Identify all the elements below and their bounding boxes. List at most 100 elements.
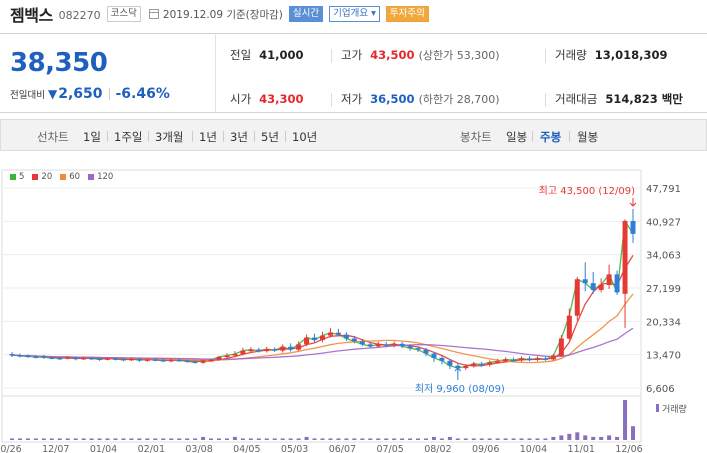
tab-monthly[interactable]: 월봉 <box>577 130 599 144</box>
candle-body <box>479 363 485 366</box>
legend-ma20[interactable]: 20 <box>32 172 52 182</box>
stat-label: 저가 <box>341 92 363 106</box>
stock-code: 082270 <box>58 9 101 22</box>
divider <box>545 93 546 107</box>
volume-bars <box>10 400 635 440</box>
stat-label: 시가 <box>230 92 252 106</box>
ma-line-60 <box>11 293 634 364</box>
x-tick-label: 05/03 <box>281 444 308 453</box>
volume-bar <box>296 438 301 440</box>
candle-body <box>25 355 31 357</box>
candle-body <box>73 357 79 359</box>
candle-body <box>519 358 525 361</box>
volume-bar <box>416 438 421 440</box>
volume-bar <box>424 438 428 440</box>
change-value: 2,650 <box>58 86 103 102</box>
candle-body <box>272 349 278 351</box>
candle-body <box>614 274 620 293</box>
volume-bar <box>304 436 309 440</box>
stock-name: 젬백스 <box>10 6 53 25</box>
candle-body <box>97 358 103 360</box>
volume-bar <box>487 438 492 440</box>
legend-swatch <box>88 174 95 180</box>
candle-body <box>65 357 71 359</box>
volume-bar <box>209 438 214 440</box>
realtime-button[interactable]: 실시간 <box>288 6 324 22</box>
volume-bar <box>543 438 548 440</box>
price-box: 38,350 전일대비 ▼ 2,650 -6.46% <box>0 34 216 112</box>
candle-body <box>335 332 341 335</box>
volume-bar <box>224 438 229 440</box>
volume-bar <box>368 438 373 440</box>
tab-1week[interactable]: 1주일 <box>114 130 143 144</box>
volume-bar <box>129 438 134 440</box>
candle-body <box>447 360 453 366</box>
volume-bar <box>447 436 452 440</box>
tab-10year[interactable]: 10년 <box>292 130 318 144</box>
tab-weekly[interactable]: 주봉 <box>540 130 562 144</box>
tab-5year[interactable]: 5년 <box>261 130 279 144</box>
candle-body <box>622 220 628 294</box>
candle-body <box>630 220 636 234</box>
volume-bar <box>232 436 237 440</box>
volume-bar <box>431 436 436 440</box>
candle-body <box>120 358 126 361</box>
volume-bar <box>73 438 78 440</box>
x-tick-label: 10/04 <box>520 444 547 453</box>
volume-bar <box>41 438 46 440</box>
high-arrow-icon <box>629 198 637 207</box>
candle-body <box>407 346 413 349</box>
stat-low: 저가 36,500 (하한가 28,700) <box>341 91 500 107</box>
price-chart[interactable]: 47,791 40,927 34,063 27,199 20,334 13,470 6,60… <box>0 160 707 453</box>
volume-bar <box>121 438 126 440</box>
divider <box>331 49 332 63</box>
x-tick-label: 11/01 <box>568 444 595 453</box>
volume-bar <box>57 438 62 440</box>
divider <box>285 131 286 142</box>
volume-bar <box>439 438 444 440</box>
legend-ma5[interactable]: 5 <box>10 172 24 182</box>
candle-body <box>343 334 349 339</box>
stat-prev-close: 전일 41,000 <box>230 47 304 63</box>
volume-bar <box>272 438 277 440</box>
candle-body <box>128 358 134 361</box>
legend-label: 120 <box>97 172 114 182</box>
volume-bar <box>256 438 261 440</box>
volume-bar <box>384 438 389 440</box>
candle-body <box>113 358 118 360</box>
divider <box>148 131 149 142</box>
candle-body <box>152 359 158 361</box>
volume-bar <box>495 438 500 440</box>
volume-bar <box>567 433 572 440</box>
ma-legend: 5 20 60 120 <box>10 172 121 182</box>
volume-bar <box>97 438 102 440</box>
divider <box>107 131 108 142</box>
tab-3month[interactable]: 3개월 <box>155 130 184 144</box>
volume-bar <box>10 438 14 440</box>
candle-body <box>89 357 95 360</box>
quote-date: 2019.12.09 기준(장마감) <box>148 7 283 22</box>
stat-value: 514,823 백만 <box>605 92 683 106</box>
candle-body <box>264 349 270 352</box>
legend-ma120[interactable]: 120 <box>88 172 113 182</box>
volume-bar <box>392 438 397 440</box>
candle-body <box>542 358 548 360</box>
x-tick-label: 12/07 <box>42 444 69 453</box>
volume-bar <box>607 435 612 440</box>
ma-line-20 <box>11 255 634 367</box>
tab-daily[interactable]: 일봉 <box>506 130 528 144</box>
candle-body <box>534 358 540 360</box>
divider <box>532 131 533 142</box>
y-axis: 47,791 40,927 34,063 27,199 20,334 13,470 6,60… <box>646 184 687 415</box>
candle-body <box>17 355 23 357</box>
volume-bar <box>344 438 349 440</box>
candle-body <box>383 344 389 346</box>
company-overview-dropdown[interactable]: 기업개요 ▾ <box>329 6 380 22</box>
tab-1day[interactable]: 1일 <box>83 130 101 144</box>
down-arrow-icon: ▼ <box>47 87 58 101</box>
legend-ma60[interactable]: 60 <box>60 172 80 182</box>
annotations: 최고 43,500 (12/09) 최저 9,960 (08/09) <box>415 185 637 395</box>
candle-body <box>136 358 142 361</box>
tab-1year[interactable]: 1년 <box>199 130 217 144</box>
tab-3year[interactable]: 3년 <box>230 130 248 144</box>
